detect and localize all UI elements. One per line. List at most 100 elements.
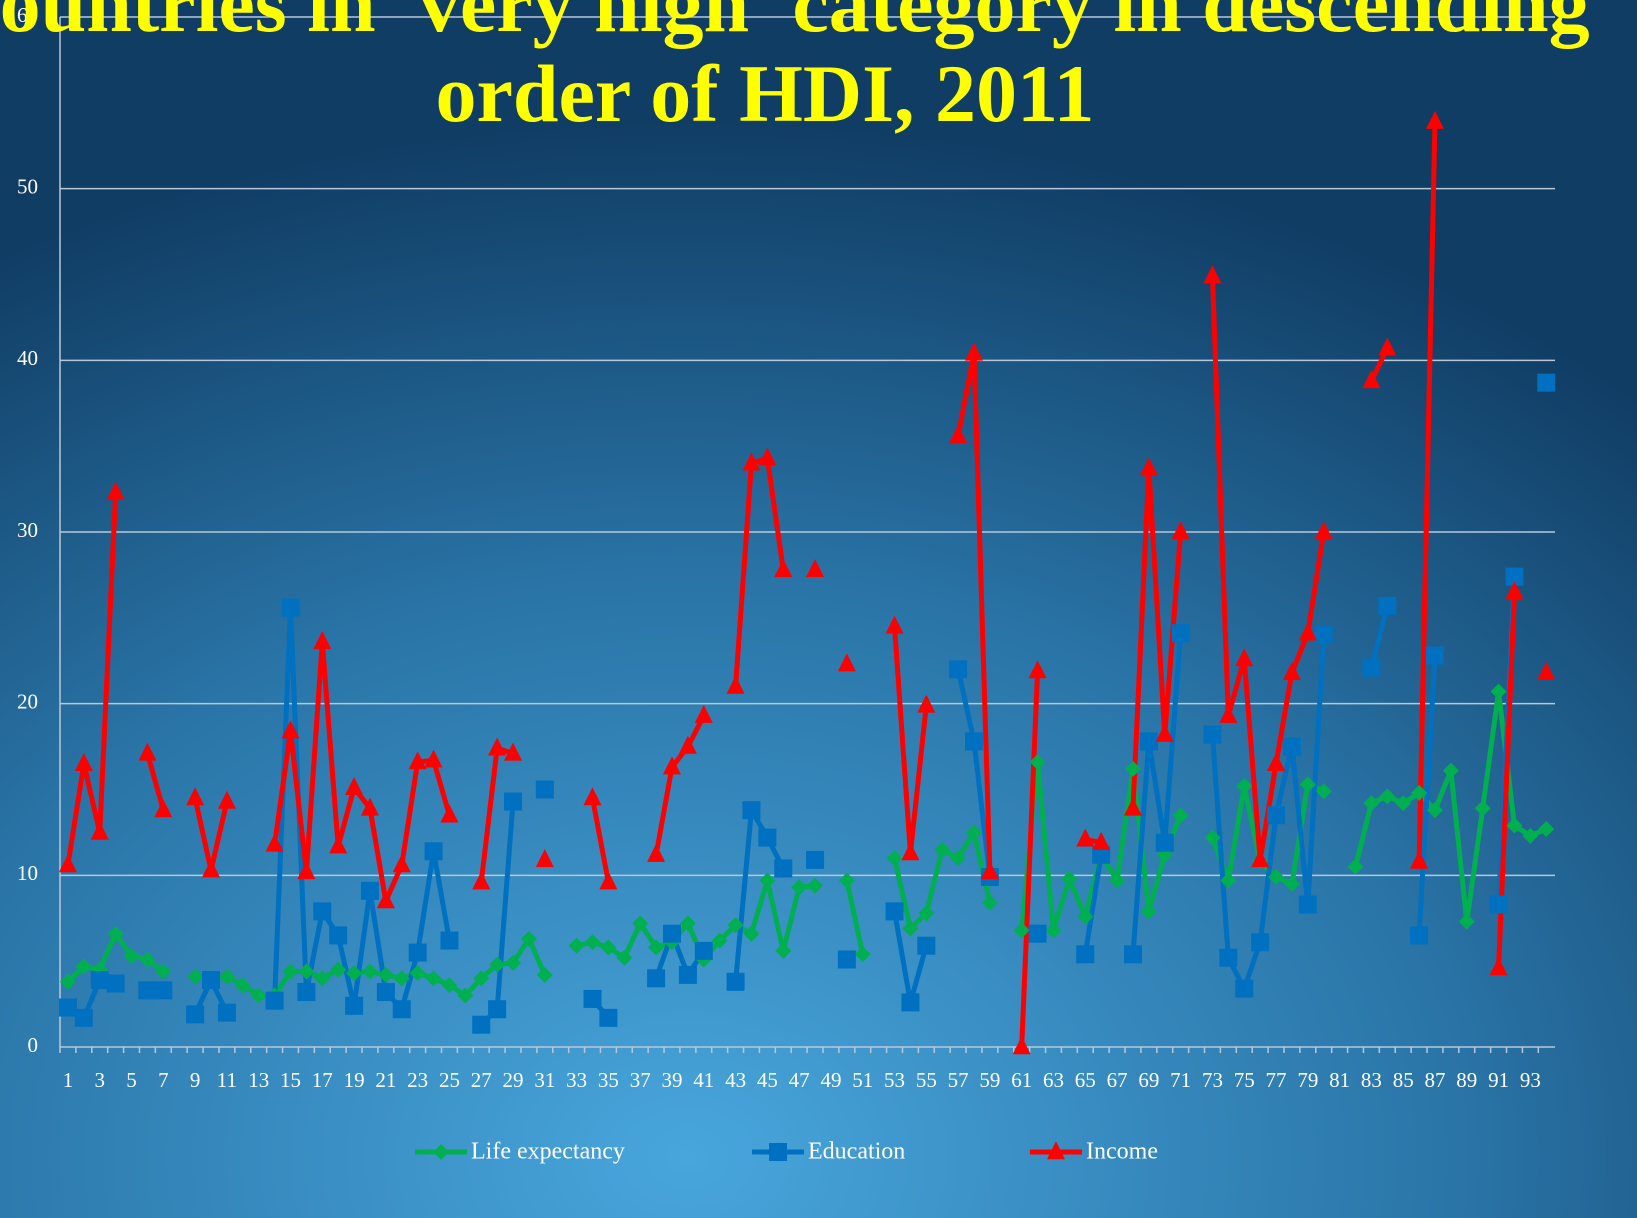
legend-label: Income: [1086, 1139, 1158, 1165]
marker: [1506, 817, 1523, 834]
x-tick-label: 91: [1488, 1068, 1509, 1092]
marker: [1362, 658, 1381, 677]
marker: [330, 961, 347, 978]
marker: [187, 968, 204, 985]
x-tick-label: 53: [884, 1068, 905, 1092]
x-tick-label: 13: [248, 1068, 269, 1092]
marker: [489, 956, 506, 973]
marker: [1045, 922, 1062, 939]
marker: [1489, 957, 1508, 976]
marker: [1076, 828, 1095, 847]
marker: [632, 915, 649, 932]
marker: [1028, 660, 1047, 679]
marker: [902, 920, 919, 937]
marker: [726, 972, 745, 991]
marker: [584, 934, 601, 951]
marker: [1139, 457, 1158, 476]
marker: [1204, 829, 1221, 846]
marker: [694, 941, 713, 960]
marker: [901, 993, 920, 1012]
marker: [1109, 872, 1126, 889]
legend-label: Education: [808, 1139, 905, 1165]
marker: [1235, 979, 1254, 998]
marker: [1219, 948, 1238, 967]
marker: [568, 937, 585, 954]
marker: [138, 981, 157, 1000]
marker: [1268, 869, 1285, 886]
y-tick-label: 30: [17, 518, 38, 542]
marker: [679, 915, 696, 932]
marker: [1314, 626, 1333, 644]
y-tick-label: 20: [17, 689, 38, 713]
marker: [678, 965, 697, 984]
marker: [107, 925, 124, 942]
marker: [1505, 567, 1524, 586]
x-tick-label: 55: [916, 1068, 937, 1092]
marker: [408, 751, 427, 770]
marker: [949, 425, 968, 444]
marker: [950, 850, 967, 867]
marker: [1442, 762, 1459, 779]
marker: [885, 902, 904, 921]
x-tick-label: 81: [1329, 1068, 1350, 1092]
x-tick-label: 69: [1138, 1068, 1159, 1092]
marker: [1283, 875, 1300, 892]
marker: [1378, 596, 1397, 615]
marker: [265, 833, 284, 852]
marker: [297, 861, 316, 880]
x-tick-label: 37: [630, 1068, 651, 1092]
marker: [329, 835, 348, 854]
marker: [1379, 788, 1396, 805]
marker: [409, 965, 426, 982]
marker: [1155, 723, 1174, 742]
x-tick-label: 39: [661, 1068, 682, 1092]
marker: [1203, 265, 1222, 284]
x-tick-label: 77: [1266, 1068, 1287, 1092]
marker: [1282, 661, 1301, 680]
marker: [1061, 870, 1078, 887]
x-tick-label: 1: [63, 1068, 74, 1092]
x-tick-label: 43: [725, 1068, 746, 1092]
marker: [265, 991, 284, 1010]
marker: [758, 828, 777, 847]
marker: [1347, 858, 1364, 875]
x-tick-label: 3: [94, 1068, 105, 1092]
marker: [1219, 704, 1238, 723]
x-tick-label: 85: [1393, 1068, 1414, 1092]
marker: [949, 660, 968, 679]
marker: [918, 905, 935, 922]
marker: [218, 968, 235, 985]
x-tick-label: 11: [217, 1068, 237, 1092]
marker: [1489, 895, 1508, 914]
marker: [75, 958, 92, 975]
x-tick-label: 83: [1361, 1068, 1382, 1092]
marker: [58, 854, 77, 873]
x-tick-label: 27: [471, 1068, 492, 1092]
y-tick-label: 50: [17, 174, 38, 198]
marker: [885, 615, 904, 634]
marker: [376, 983, 395, 1002]
marker: [1537, 373, 1556, 392]
marker: [217, 790, 236, 809]
marker: [678, 735, 697, 754]
marker: [1123, 797, 1142, 816]
marker: [1092, 831, 1111, 850]
x-tick-label: 19: [344, 1068, 365, 1092]
marker: [1235, 648, 1254, 667]
marker: [345, 996, 364, 1015]
marker: [1171, 521, 1190, 540]
marker: [392, 854, 411, 873]
marker: [425, 970, 442, 987]
marker: [139, 951, 156, 968]
marker: [807, 877, 824, 894]
y-tick-label: 60: [17, 3, 38, 27]
marker: [1220, 872, 1237, 889]
marker: [433, 1144, 449, 1160]
marker: [59, 973, 76, 990]
chart-title: Countries in 'very high' category in des…: [0, 0, 1590, 49]
marker: [1425, 110, 1444, 129]
marker: [234, 977, 251, 994]
marker: [1013, 922, 1030, 939]
marker: [1076, 945, 1095, 964]
